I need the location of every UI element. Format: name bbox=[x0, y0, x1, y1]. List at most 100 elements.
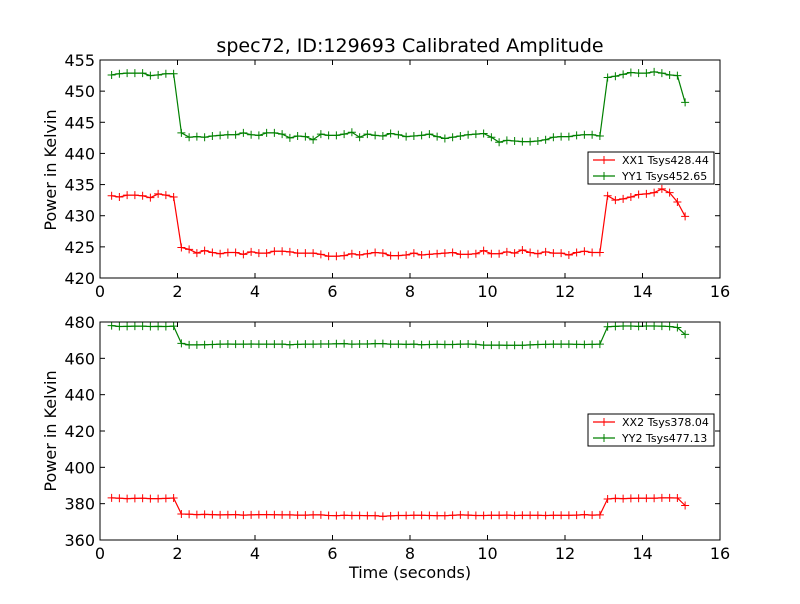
top-chart-series-0-point bbox=[115, 193, 124, 202]
bottom-chart-series-0-point bbox=[169, 494, 178, 503]
top-chart-series-1-point bbox=[247, 130, 256, 139]
top-chart-series-1-point bbox=[642, 69, 651, 78]
bottom-chart-series-1-point bbox=[394, 340, 403, 349]
top-chart-series-1-point bbox=[293, 131, 302, 140]
top-chart-series-1-point bbox=[657, 69, 666, 78]
bottom-chart-series-0-point bbox=[603, 494, 612, 503]
bottom-chart-y-tick-label: 360 bbox=[64, 531, 95, 550]
bottom-chart-y-tick-label: 460 bbox=[64, 349, 95, 368]
bottom-chart-series-1-point bbox=[216, 340, 225, 349]
top-chart-series-1-point bbox=[580, 130, 589, 139]
bottom-chart-series-1-point bbox=[138, 322, 147, 331]
bottom-chart-series-0-point bbox=[146, 494, 155, 503]
top-chart-series-0-point bbox=[355, 250, 364, 259]
top-chart-series-0-point bbox=[371, 248, 380, 257]
bottom-chart-series-0-point bbox=[634, 494, 643, 503]
bottom-chart-series-1-point bbox=[479, 341, 488, 350]
top-chart-series-1-point bbox=[626, 68, 635, 77]
top-chart-series-0-point bbox=[161, 191, 170, 200]
top-chart-series-1-point bbox=[557, 132, 566, 141]
top-chart-series-1-point bbox=[239, 128, 248, 137]
top-chart-series-0-point bbox=[107, 191, 116, 200]
top-chart-series-1-point bbox=[440, 134, 449, 143]
top-chart-series-0-point bbox=[378, 249, 387, 258]
top-chart-series-1-point bbox=[588, 130, 597, 139]
bottom-chart-series-0-point bbox=[417, 511, 426, 520]
bottom-chart-series-1-point bbox=[123, 322, 132, 331]
top-chart-series-1-point bbox=[254, 131, 263, 140]
bottom-chart-series-0-point bbox=[409, 511, 418, 520]
top-chart-series-0-point bbox=[402, 250, 411, 259]
bottom-chart-series-0-point bbox=[580, 510, 589, 519]
top-chart-series-1-point bbox=[673, 71, 682, 80]
top-chart-series-0-point bbox=[681, 212, 690, 221]
bottom-chart-series-1-point bbox=[347, 340, 356, 349]
top-chart-series-0-point bbox=[417, 250, 426, 259]
top-chart-series-0-point bbox=[394, 251, 403, 260]
bottom-chart-series-1-point bbox=[340, 339, 349, 348]
bottom-chart-series-1 bbox=[107, 321, 690, 350]
bottom-chart-series-1-point bbox=[161, 322, 170, 331]
bottom-chart-series-1-point bbox=[363, 339, 372, 348]
top-chart-series-0-point bbox=[572, 248, 581, 257]
top-chart-series-0-point bbox=[456, 250, 465, 259]
bottom-chart-series-1-point bbox=[425, 340, 434, 349]
top-chart-series-1-point bbox=[146, 71, 155, 80]
top-chart-y-tick-label: 450 bbox=[64, 82, 95, 101]
bottom-chart-series-1-point bbox=[673, 323, 682, 332]
bottom-chart-series-0-point bbox=[270, 510, 279, 519]
bottom-chart-series-1-point bbox=[192, 340, 201, 349]
top-chart-series-0-point bbox=[247, 247, 256, 256]
bottom-chart-series-0-point bbox=[285, 510, 294, 519]
bottom-chart-series-1-point bbox=[495, 341, 504, 350]
bottom-chart-series-0-point bbox=[247, 510, 256, 519]
bottom-chart-series-1-point bbox=[378, 339, 387, 348]
top-chart-series-0-point bbox=[541, 247, 550, 256]
bottom-chart-panel: Power in Kelvin Time (seconds) 0 2 4 6 8 10 12… bbox=[41, 313, 730, 582]
bottom-chart-series-1-point bbox=[130, 322, 139, 331]
top-chart-series-0-point bbox=[549, 249, 558, 258]
top-chart-series-0-point bbox=[502, 247, 511, 256]
top-chart-series-1-point bbox=[332, 131, 341, 140]
bottom-chart-x-tick-label: 12 bbox=[555, 544, 575, 563]
top-chart-series-0-point bbox=[293, 249, 302, 258]
top-chart-series-1-point bbox=[192, 132, 201, 141]
top-chart-series-1-point bbox=[231, 130, 240, 139]
bottom-chart-series-0-point bbox=[448, 511, 457, 520]
bottom-chart-series-1-point bbox=[650, 321, 659, 330]
top-chart-series-1-point bbox=[216, 131, 225, 140]
bottom-chart-series-0-point bbox=[487, 511, 496, 520]
bottom-chart-legend-label: XX2 Tsys378.04 bbox=[622, 416, 709, 429]
bottom-chart-series-1-point bbox=[510, 341, 519, 350]
bottom-chart-series-0-point bbox=[161, 494, 170, 503]
top-chart-series-0-point bbox=[673, 198, 682, 207]
bottom-chart-series-1-point bbox=[247, 339, 256, 348]
top-chart-series-0-point bbox=[526, 248, 535, 257]
bottom-chart-series-0-point bbox=[371, 511, 380, 520]
bottom-chart-series-1-point bbox=[464, 339, 473, 348]
top-chart-legend-entry: XX1 Tsys428.44 bbox=[593, 154, 709, 167]
bottom-chart-series-1-point bbox=[533, 340, 542, 349]
top-chart-series-1-point bbox=[386, 129, 395, 138]
bottom-chart-series-0-point bbox=[479, 511, 488, 520]
top-chart-series-0-point bbox=[603, 191, 612, 200]
bottom-chart-series-1-point bbox=[254, 340, 263, 349]
bottom-chart-series-1-point bbox=[223, 339, 232, 348]
bottom-chart-y-axis-label: Power in Kelvin bbox=[41, 370, 60, 491]
bottom-chart-legend-box bbox=[587, 413, 715, 447]
top-chart-series-1-point bbox=[123, 69, 132, 78]
top-chart-series-0-point bbox=[510, 249, 519, 258]
bottom-chart-series-0-point bbox=[394, 511, 403, 520]
bottom-chart-series-0-point bbox=[588, 511, 597, 520]
bottom-chart-series-0-point bbox=[115, 494, 124, 503]
bottom-chart-series-0-point bbox=[657, 493, 666, 502]
top-chart-series-1-point bbox=[278, 130, 287, 139]
bottom-chart-series-0-point bbox=[595, 510, 604, 519]
top-chart-series-1-point bbox=[456, 131, 465, 140]
bottom-chart-series-1-point bbox=[518, 341, 527, 350]
top-chart-series-0-point bbox=[363, 249, 372, 258]
top-chart-y-tick-label: 455 bbox=[64, 51, 95, 70]
top-chart-series-1-point bbox=[665, 70, 674, 79]
bottom-chart-series-0-point bbox=[665, 493, 674, 502]
bottom-chart-y-tick-label: 380 bbox=[64, 495, 95, 514]
